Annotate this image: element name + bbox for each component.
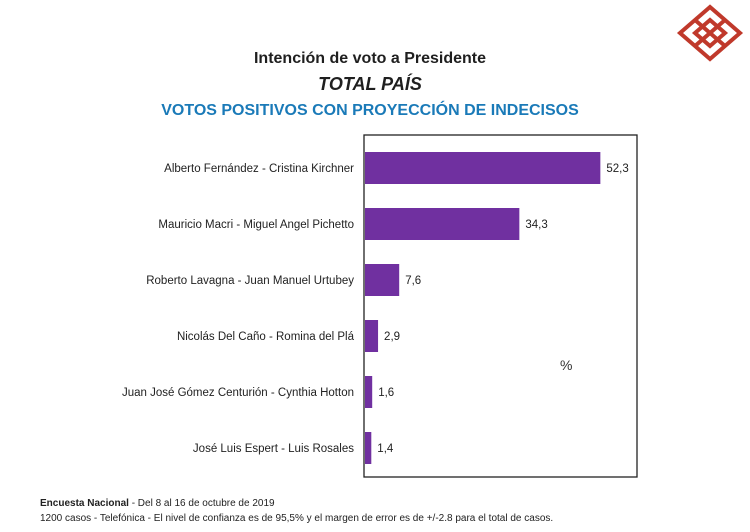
value-label: 34,3	[525, 219, 547, 231]
chart-subtitle: TOTAL PAÍS	[318, 74, 422, 94]
bar	[365, 152, 601, 184]
value-label: 7,6	[405, 275, 421, 287]
diamond-cube-logo	[676, 4, 744, 62]
value-label: 52,3	[606, 163, 628, 175]
value-label: 1,4	[377, 443, 394, 455]
value-label: 1,6	[378, 387, 394, 399]
bar	[365, 320, 379, 352]
category-label: Roberto Lavagna - Juan Manuel Urtubey	[146, 275, 354, 287]
footer-survey-label: Encuesta Nacional	[40, 498, 129, 509]
chart-title: Intención de voto a Presidente	[253, 50, 487, 67]
bar	[365, 376, 373, 408]
chart-subheading: VOTOS POSITIVOS CON PROYECCIÓN DE INDECI…	[161, 102, 579, 119]
bar	[365, 432, 372, 464]
bar	[365, 264, 400, 296]
category-label: Juan José Gómez Centurión - Cynthia Hott…	[122, 387, 354, 399]
plot-frame	[363, 134, 638, 478]
category-label: Alberto Fernández - Cristina Kirchner	[164, 163, 354, 175]
footer-survey-dates: - Del 8 al 16 de octubre de 2019	[128, 498, 275, 509]
footer-survey: Encuesta Nacional - Del 8 al 16 de octub…	[40, 498, 275, 509]
unit-label: %	[560, 357, 573, 373]
bar	[365, 208, 520, 240]
footer-method-note: 1200 casos - Telefónica - El nivel de co…	[40, 513, 554, 524]
value-label: 2,9	[384, 331, 400, 343]
category-label: Nicolás Del Caño - Romina del Plá	[177, 331, 355, 343]
category-label: Mauricio Macri - Miguel Angel Pichetto	[158, 219, 354, 231]
category-label: José Luis Espert - Luis Rosales	[193, 443, 354, 455]
